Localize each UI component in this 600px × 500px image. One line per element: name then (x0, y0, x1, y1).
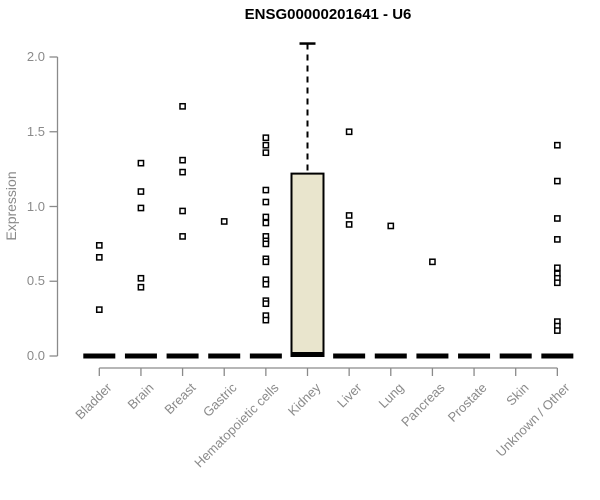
outlier-point (345, 221, 353, 228)
outlier-point (553, 264, 561, 272)
median-line (416, 353, 449, 359)
outlier-point (262, 300, 270, 308)
box-rect (290, 172, 325, 357)
outlier-point (137, 274, 145, 282)
outlier-point (262, 258, 270, 266)
outlier-point (262, 134, 270, 142)
median-line (83, 353, 116, 359)
median-line (208, 353, 241, 359)
median-line (249, 353, 282, 359)
outlier-point (179, 102, 186, 110)
outlier-point (553, 177, 561, 185)
outlier-point (553, 141, 561, 149)
outlier-point (262, 316, 270, 324)
outlier-point (262, 219, 270, 227)
outlier-point (345, 128, 353, 136)
outlier-point (345, 212, 353, 219)
outlier-point (262, 186, 270, 194)
outlier-point (262, 280, 270, 288)
outlier-point (179, 233, 186, 240)
chart-title: ENSG00000201641 - U6 (244, 6, 412, 23)
outlier-point (553, 327, 561, 334)
outlier-point (137, 159, 145, 167)
median-line (124, 353, 157, 359)
median-line (166, 353, 199, 359)
median-line (333, 353, 366, 359)
median-line (291, 352, 324, 358)
outlier-point (262, 198, 270, 206)
outlier-point (137, 188, 145, 195)
outlier-point (95, 242, 103, 249)
outlier-point (262, 240, 270, 248)
outlier-point (262, 213, 270, 221)
outlier-point (179, 156, 186, 164)
median-line (458, 353, 491, 359)
outlier-point (553, 279, 561, 287)
median-line (541, 353, 574, 359)
y-tick-label: 2.0 (26, 49, 45, 64)
outlier-point (429, 258, 436, 266)
y-tick-label: 0.5 (26, 273, 45, 289)
median-line (374, 353, 407, 359)
outlier-point (179, 168, 186, 176)
outlier-point (95, 253, 103, 261)
y-tick-label: 1.0 (26, 198, 45, 214)
outlier-point (262, 141, 270, 149)
outlier-point (179, 207, 186, 215)
outlier-point (553, 215, 561, 222)
outlier-point (137, 204, 145, 212)
outlier-point (95, 306, 103, 314)
outlier-point (553, 236, 561, 243)
outlier-point (262, 149, 270, 157)
outlier-point (137, 283, 145, 291)
outlier-point (387, 222, 395, 230)
y-tick-label: 0.0 (26, 348, 45, 363)
y-tick-label: 1.5 (26, 123, 45, 139)
outlier-point (220, 218, 228, 225)
median-line (499, 353, 532, 359)
